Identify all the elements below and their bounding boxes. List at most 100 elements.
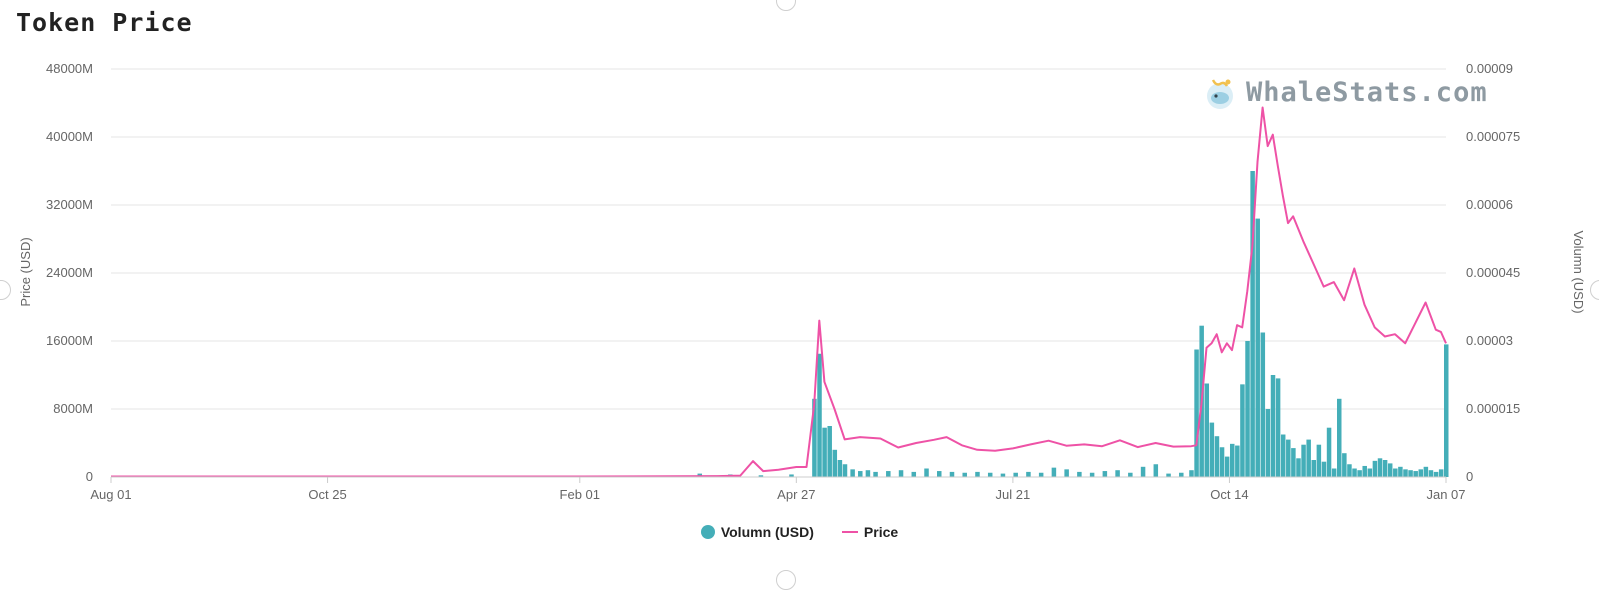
volume-bar [975,471,980,477]
volume-bar [1377,458,1383,477]
y-right-tick-label: 0.00006 [1466,197,1513,212]
volume-bar [1433,471,1439,477]
volume-bar [1128,472,1133,477]
y-left-tick-label: 8000M [53,401,93,416]
volume-bar [1240,384,1245,477]
y-left-tick-label: 0 [86,469,93,484]
legend-item-price[interactable]: Price [841,524,899,540]
volume-bar [1102,471,1108,477]
volume-bar [1265,409,1271,477]
volume-bar [1408,470,1413,477]
volume-bar [1291,448,1296,477]
volume-bar [865,470,871,477]
right-axis-title: Volumn (USD) [1571,230,1586,313]
volume-bar [1301,444,1306,477]
volume-bar [827,426,832,477]
volume-bar [1321,461,1327,477]
volume-bar [1214,436,1220,477]
axis-ticks: 0 8000M 16000M 24000M 32000M 40000M 48000M 0 0.0… [46,61,1520,502]
volume-bar [1140,466,1146,477]
volume-bar [1204,383,1210,477]
volume-bar [1387,463,1393,477]
price-series-line [111,106,1447,478]
legend: Volumn (USD) Price [0,524,1599,540]
x-tick-label: Aug 01 [90,487,131,502]
y-right-tick-label: 0.000015 [1466,401,1520,416]
x-tick-label: Apr 27 [777,487,815,502]
volume-bar [1166,473,1171,477]
volume-bar [1393,468,1398,477]
volume-bar [1280,434,1286,477]
volume-bar [924,468,929,477]
volume-bar [1275,378,1281,477]
volume-bar [1306,439,1311,477]
watermark-text: WhaleStats.com [1246,76,1488,108]
volume-bar [1331,468,1337,477]
y-left-tick-label: 48000M [46,61,93,76]
watermark: WhaleStats.com [1200,72,1488,112]
volume-bar [1153,464,1159,477]
price-line [111,106,1447,478]
volume-bar [1403,469,1408,477]
price-legend-marker [841,531,858,533]
y-left-tick-label: 16000M [46,333,93,348]
volume-bar [937,471,942,477]
volume-bar [789,474,794,477]
volume-bar [1444,344,1449,477]
whale-logo-icon [1207,79,1233,109]
volume-bar [1235,445,1240,477]
y-left-tick-label: 40000M [46,129,93,144]
volume-bar [1224,456,1230,477]
volume-bar [1336,398,1342,477]
volume-bar [1051,467,1057,477]
volume-bar [858,471,863,477]
volume-bar [812,398,817,477]
y-right-tick-label: 0 [1466,469,1473,484]
volume-bar [1270,375,1276,477]
volume-bar [1115,470,1120,477]
legend-item-volume[interactable]: Volumn (USD) [700,524,814,540]
volume-bar [758,475,764,477]
volume-bar [1064,469,1069,477]
volume-bar [1367,468,1373,477]
volume-bar [873,471,878,477]
x-tick-label: Feb 01 [560,487,600,502]
volume-bar [898,470,904,477]
volume-bar [1189,470,1194,477]
volume-bar [842,464,848,477]
legend-label-price: Price [863,524,899,540]
volume-bar [832,449,838,477]
y-right-tick-label: 0.00003 [1466,333,1513,348]
volume-bar [1418,469,1424,477]
volume-bar [1013,472,1018,477]
volume-bar [911,471,917,477]
volume-bar [886,471,891,477]
volume-bar [1089,472,1095,477]
volume-bar [1428,470,1434,477]
volume-bar [1316,444,1322,477]
volume-bar [1382,460,1388,477]
y-right-tick-label: 0.000075 [1466,129,1520,144]
volume-bar [1026,471,1031,477]
volume-bar [1352,468,1357,477]
left-axis-title: Price (USD) [18,237,33,306]
volume-bar [1296,458,1301,477]
volume-bar [1347,464,1352,477]
x-tick-label: Jan 07 [1426,487,1465,502]
volume-bar [987,472,993,477]
x-tick-label: Jul 21 [996,487,1031,502]
volume-bar [1194,349,1199,477]
volume-bar [1311,460,1317,477]
volume-bar [1362,465,1367,477]
volume-bar [1000,473,1006,477]
volume-bar [817,353,822,477]
volume-bar [1038,472,1044,477]
volume-bar [1209,422,1215,477]
volume-bar [1229,443,1235,477]
y-right-tick-label: 0.00009 [1466,61,1513,76]
volume-bar [1413,471,1418,477]
page-title: Token Price [16,8,193,37]
volume-bar [1179,472,1184,477]
x-tick-label: Oct 25 [308,487,346,502]
